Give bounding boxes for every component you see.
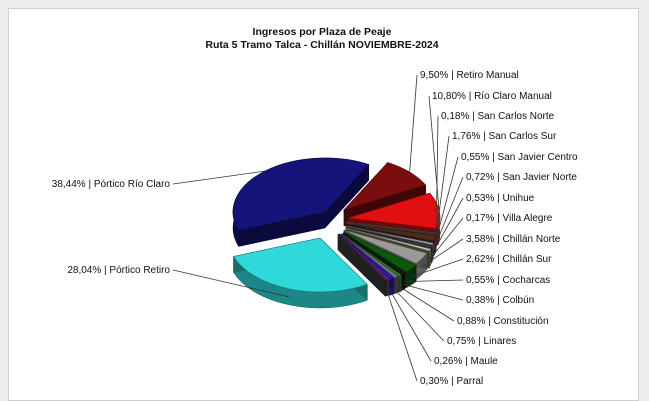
leader-line-rio-claro-manual (428, 95, 440, 211)
slice-san-javier-centro (345, 225, 434, 246)
leader-line-chillan-norte (421, 238, 464, 267)
slice-label-portico-retiro: 28,04% | Pórtico Retiro (67, 265, 170, 276)
slice-colbun (341, 233, 402, 277)
slice-label-constitucion: 0,88% | Constitución (457, 316, 549, 327)
leader-line-cocharcas (403, 279, 464, 282)
slice-label-portico-rio-claro: 38,44% | Pórtico Río Claro (52, 179, 171, 190)
slice-label-maule: 0,26% | Maule (434, 356, 498, 367)
slice-chillan-sur (343, 231, 417, 273)
leader-line-colbun (400, 283, 464, 301)
leader-line-constitucion (396, 284, 455, 322)
leader-line-linares (391, 286, 445, 342)
leader-line-unihue (429, 197, 464, 259)
slice-label-san-carlos-norte: 0,18% | San Carlos Norte (441, 111, 555, 122)
slice-unihue (345, 227, 432, 252)
leader-line-san-carlos-norte (435, 115, 439, 242)
leader-line-villa-alegre (428, 217, 464, 261)
slice-labels: 38,44% | Pórtico Río Claro 9,50% | Retiro… (52, 70, 578, 387)
leader-line-portico-retiro (172, 269, 290, 298)
slice-label-san-carlos-sur: 1,76% | San Carlos Sur (452, 131, 557, 142)
slice-retiro-manual (343, 162, 427, 211)
slice-label-villa-alegre: 0,17% | Villa Alegre (466, 213, 553, 224)
slice-san-javier-norte (345, 226, 433, 249)
slice-label-chillan-sur: 2,62% | Chillán Sur (466, 254, 552, 265)
leader-lines (172, 74, 464, 382)
leader-line-san-javier-centro (432, 156, 459, 253)
slice-label-chillan-norte: 3,58% | Chillán Norte (466, 234, 561, 245)
slice-parral (337, 233, 388, 281)
slice-label-linares: 0,75% | Linares (447, 336, 516, 347)
slice-chillan-norte (343, 229, 428, 264)
slice-label-san-javier-centro: 0,55% | San Javier Centro (461, 152, 578, 163)
chart-subtitle: Ruta 5 Tramo Talca - Chillán NOVIEMBRE-2… (205, 39, 438, 51)
slice-maule (338, 233, 390, 281)
slice-linares (339, 233, 395, 280)
chart-title: Ingresos por Plaza de Peaje (253, 26, 392, 38)
slice-villa-alegre (345, 228, 430, 253)
leader-line-retiro-manual (409, 74, 418, 173)
slice-label-rio-claro-manual: 10,80% | Río Claro Manual (432, 91, 552, 102)
slice-label-colbun: 0,38% | Colbún (466, 295, 534, 306)
leader-line-maule (388, 287, 432, 362)
slice-label-cocharcas: 0,55% | Cocharcas (466, 275, 550, 286)
slice-cocharcas (342, 232, 406, 275)
slice-constitucion (340, 233, 400, 279)
slice-label-parral: 0,30% | Parral (420, 376, 483, 387)
pie-top-layer (232, 157, 441, 293)
slice-label-retiro-manual: 9,50% | Retiro Manual (420, 70, 519, 81)
slice-portico-retiro (233, 237, 368, 293)
leader-line-san-javier-norte (431, 176, 464, 256)
slice-label-unihue: 0,53% | Unihue (466, 193, 535, 204)
leader-line-san-carlos-sur (434, 135, 450, 247)
leader-line-parral (385, 287, 418, 382)
slice-label-san-javier-norte: 0,72% | San Javier Norte (466, 172, 577, 183)
leader-line-chillan-sur (411, 258, 464, 278)
leader-line-portico-rio-claro (172, 170, 265, 185)
